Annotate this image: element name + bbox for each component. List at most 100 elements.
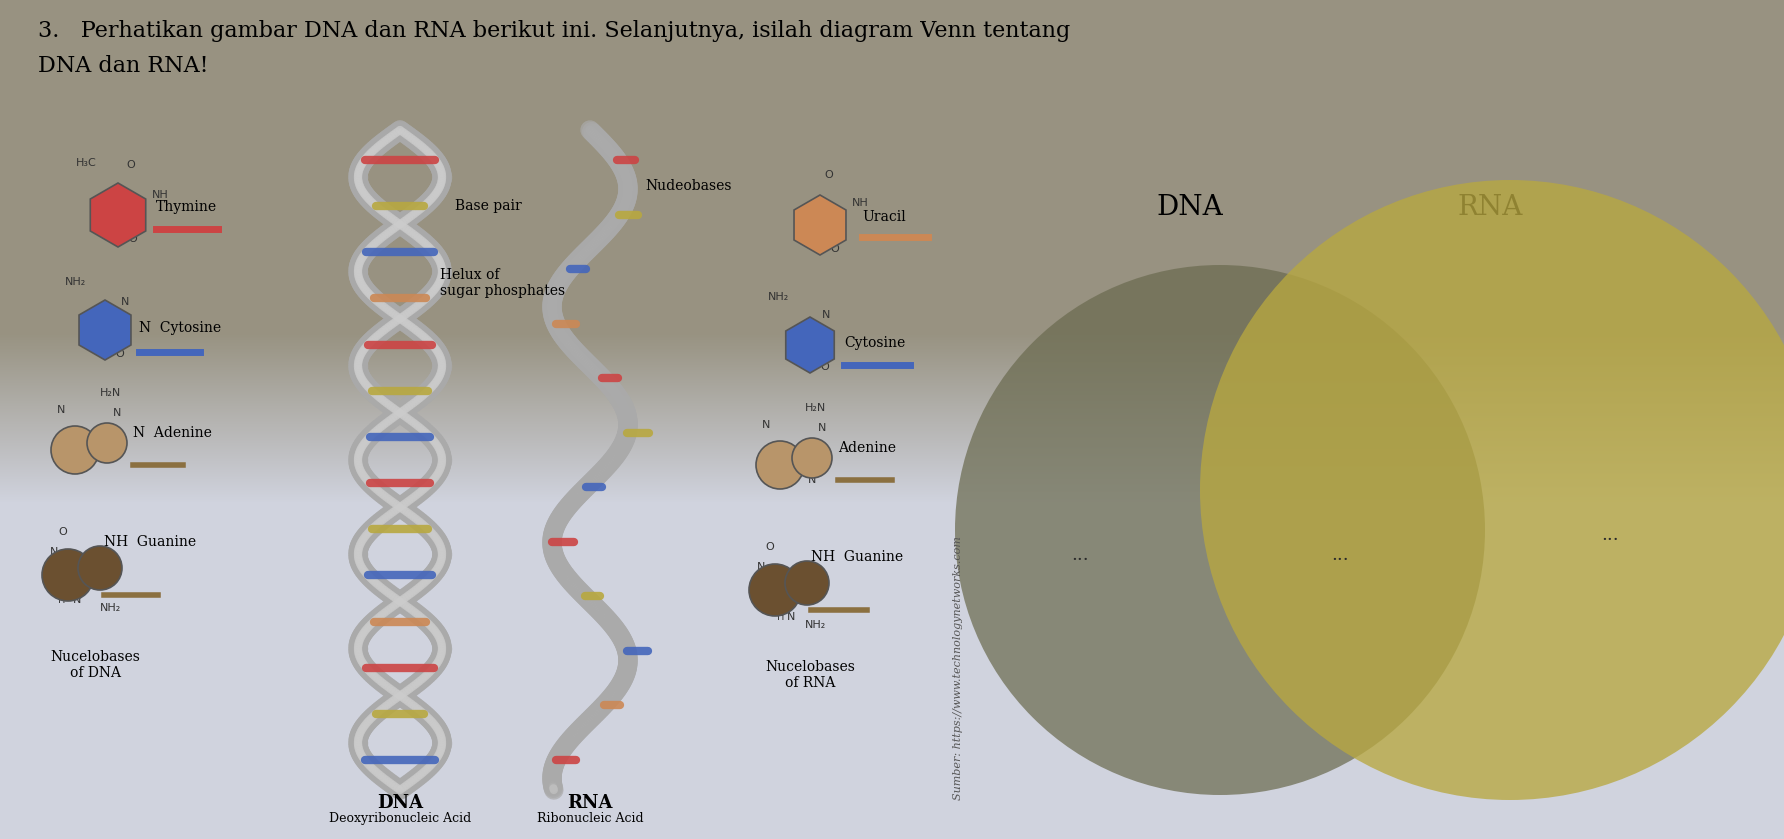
Bar [0, 725, 1784, 726]
Bar [0, 791, 1784, 792]
Bar [0, 88, 1784, 89]
Bar [0, 388, 1784, 389]
Bar [0, 580, 1784, 581]
Bar [0, 508, 1784, 509]
Bar [0, 662, 1784, 663]
Bar [0, 785, 1784, 786]
Bar [0, 632, 1784, 633]
Bar [0, 65, 1784, 66]
Text: ...: ... [1331, 546, 1349, 564]
Bar [0, 727, 1784, 728]
Bar [0, 609, 1784, 610]
Text: N: N [57, 405, 66, 415]
Text: O: O [114, 349, 123, 359]
Bar [0, 136, 1784, 137]
Bar [0, 692, 1784, 693]
Bar [0, 721, 1784, 722]
Bar [0, 440, 1784, 441]
Bar [0, 112, 1784, 113]
Bar [0, 732, 1784, 733]
Bar [0, 795, 1784, 796]
Bar [0, 836, 1784, 837]
Bar [0, 273, 1784, 274]
Bar [0, 577, 1784, 578]
Bar [0, 400, 1784, 401]
Bar [0, 5, 1784, 6]
Bar [0, 498, 1784, 499]
Bar [0, 711, 1784, 712]
Bar [0, 587, 1784, 588]
Bar [0, 330, 1784, 331]
Bar [0, 790, 1784, 791]
Bar [0, 592, 1784, 593]
Bar [0, 341, 1784, 342]
Bar [0, 568, 1784, 569]
Bar [0, 738, 1784, 739]
Bar [0, 172, 1784, 173]
Bar [0, 638, 1784, 639]
Bar [0, 401, 1784, 402]
Bar [0, 657, 1784, 658]
Bar [0, 312, 1784, 313]
Bar [0, 786, 1784, 787]
Bar [0, 282, 1784, 283]
Circle shape [87, 423, 127, 463]
Bar [0, 217, 1784, 218]
Bar [0, 403, 1784, 404]
Bar [0, 344, 1784, 345]
Bar [0, 578, 1784, 579]
Bar [0, 140, 1784, 141]
Bar [0, 408, 1784, 409]
Bar [0, 422, 1784, 423]
Bar [0, 467, 1784, 468]
Bar [0, 300, 1784, 301]
Bar [0, 492, 1784, 493]
Bar [0, 289, 1784, 290]
Text: NH₂: NH₂ [100, 603, 121, 613]
Bar [0, 685, 1784, 686]
Bar [0, 228, 1784, 229]
Bar [0, 37, 1784, 38]
Bar [0, 707, 1784, 708]
Text: NH: NH [853, 198, 869, 208]
Bar [0, 591, 1784, 592]
Bar [0, 135, 1784, 136]
Bar [0, 171, 1784, 172]
Bar [0, 750, 1784, 751]
Bar [0, 44, 1784, 45]
Bar [0, 524, 1784, 525]
Bar [0, 776, 1784, 777]
Bar [0, 518, 1784, 519]
Bar [0, 157, 1784, 158]
Bar [0, 25, 1784, 26]
Bar [0, 503, 1784, 504]
Bar [0, 144, 1784, 145]
Bar [0, 764, 1784, 765]
Bar [0, 4, 1784, 5]
Bar [0, 291, 1784, 292]
Bar [0, 589, 1784, 590]
Bar [0, 222, 1784, 223]
Circle shape [43, 549, 95, 601]
Bar [0, 833, 1784, 834]
Bar [0, 425, 1784, 426]
Bar [0, 391, 1784, 392]
Bar [0, 826, 1784, 827]
Bar [0, 11, 1784, 12]
Bar [0, 170, 1784, 171]
Bar [0, 43, 1784, 44]
Bar [0, 757, 1784, 758]
Bar [0, 167, 1784, 168]
Bar [0, 710, 1784, 711]
Text: H: H [806, 240, 814, 250]
Bar [0, 94, 1784, 95]
Bar [0, 127, 1784, 128]
Bar [0, 693, 1784, 694]
Bar [0, 479, 1784, 480]
Bar [0, 558, 1784, 559]
Bar [0, 607, 1784, 608]
Bar [0, 195, 1784, 196]
Bar [0, 547, 1784, 548]
Circle shape [52, 426, 98, 474]
Bar [0, 506, 1784, 507]
